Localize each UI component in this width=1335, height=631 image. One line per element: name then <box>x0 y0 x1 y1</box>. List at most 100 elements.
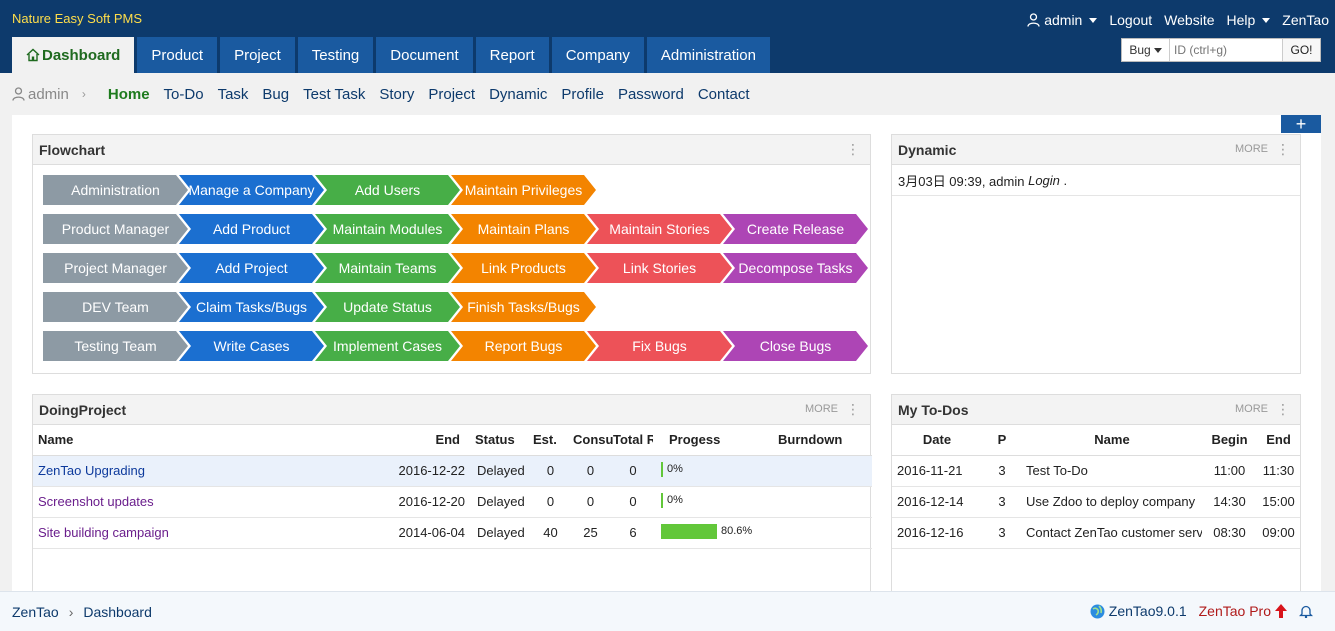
quick-search: Bug GO! <box>1121 38 1321 62</box>
flowchart-step[interactable]: Link Products <box>451 253 596 283</box>
more-link[interactable]: MORE <box>805 403 838 415</box>
tab-product[interactable]: Product <box>137 37 218 73</box>
col-name[interactable]: Name <box>33 425 393 456</box>
flowchart-step[interactable]: Close Bugs <box>723 331 868 361</box>
footer-crumb-current[interactable]: Dashboard <box>83 603 152 620</box>
dynamic-action[interactable]: Login <box>1028 172 1060 188</box>
col-consumed[interactable]: Consu <box>568 425 613 456</box>
flowchart-step[interactable]: Manage a Company <box>179 175 324 205</box>
project-name-link[interactable]: Screenshot updates <box>38 494 154 509</box>
logout-link[interactable]: Logout <box>1109 12 1153 28</box>
subnav-bug[interactable]: Bug <box>262 85 290 103</box>
subnav-task[interactable]: Task <box>217 85 249 103</box>
flowchart-step[interactable]: Link Stories <box>587 253 732 283</box>
version-link[interactable]: ZenTao9.0.1 <box>1090 603 1187 619</box>
flowchart-step[interactable]: Maintain Stories <box>587 214 732 244</box>
panel-menu-icon[interactable]: ⋮ <box>846 401 860 417</box>
bell-icon[interactable] <box>1299 604 1313 618</box>
flowchart-row: Testing Team Write Cases Implement Cases Re… <box>43 331 868 361</box>
flowchart-step[interactable]: Add Product <box>179 214 324 244</box>
subnav-contact[interactable]: Contact <box>697 85 750 103</box>
footer-right: ZenTao9.0.1 ZenTao Pro <box>1090 603 1313 619</box>
pro-link[interactable]: ZenTao Pro <box>1199 603 1287 619</box>
subnav-profile[interactable]: Profile <box>561 85 604 103</box>
tab-testing[interactable]: Testing <box>297 37 374 73</box>
todo-priority: 3 <box>982 455 1022 487</box>
flowchart-step[interactable]: Add Project <box>179 253 324 283</box>
flowchart-step[interactable]: Decompose Tasks <box>723 253 868 283</box>
flowchart-step[interactable]: Finish Tasks/Bugs <box>451 292 596 322</box>
todo-end: 09:00 <box>1257 517 1300 549</box>
col-est[interactable]: Est. <box>533 425 568 456</box>
website-link[interactable]: Website <box>1164 12 1215 28</box>
flowchart-step[interactable]: Claim Tasks/Bugs <box>179 292 324 322</box>
col-date[interactable]: Date <box>892 425 982 456</box>
flowchart-step[interactable]: Add Users <box>315 175 460 205</box>
subnav-home[interactable]: Home <box>107 85 150 103</box>
subnav-todo[interactable]: To-Do <box>163 85 204 103</box>
flowchart-step[interactable]: Maintain Privileges <box>451 175 596 205</box>
tab-project[interactable]: Project <box>220 37 295 73</box>
col-status[interactable]: Status <box>473 425 533 456</box>
col-priority[interactable]: P <box>982 425 1022 456</box>
table-header-row: Name End Status Est. Consu Total R Proge… <box>33 425 872 456</box>
col-end[interactable]: End <box>393 425 473 456</box>
breadcrumb-user[interactable]: admin <box>28 85 69 103</box>
search-go-button[interactable]: GO! <box>1282 39 1320 61</box>
flowchart-step[interactable]: Report Bugs <box>451 331 596 361</box>
subnav-project[interactable]: Project <box>428 85 476 103</box>
table-row: 2016-12-14 3 Use Zdoo to deploy company 14:… <box>892 486 1300 518</box>
flowchart-step[interactable]: Maintain Teams <box>315 253 460 283</box>
tab-administration[interactable]: Administration <box>646 37 770 73</box>
col-name[interactable]: Name <box>1022 425 1202 456</box>
flowchart-step[interactable]: Fix Bugs <box>587 331 732 361</box>
app-brand[interactable]: Nature Easy Soft PMS <box>12 11 143 26</box>
flowchart-panel: Flowchart ⋮ Administration Manage a Compa… <box>32 134 871 374</box>
flowchart-step[interactable]: Implement Cases <box>315 331 460 361</box>
project-name-link[interactable]: Site building campaign <box>38 525 169 540</box>
tab-document[interactable]: Document <box>376 37 473 73</box>
tab-dashboard[interactable]: Dashboard <box>12 37 135 73</box>
todo-name-link[interactable]: Test To-Do <box>1026 463 1088 478</box>
user-menu[interactable]: admin <box>1027 12 1098 28</box>
add-block-button[interactable]: + <box>1281 115 1321 133</box>
todo-name-link[interactable]: Use Zdoo to deploy company <box>1026 494 1196 509</box>
chevron-down-icon <box>1262 17 1271 23</box>
flowchart-row: Project Manager Add Project Maintain Teams… <box>43 253 868 283</box>
panel-menu-icon[interactable]: ⋮ <box>846 141 860 157</box>
flowchart-step[interactable]: Create Release <box>723 214 868 244</box>
flowchart-row: Administration Manage a Company Add Users M… <box>43 175 868 205</box>
zentao-link[interactable]: ZenTao <box>1282 12 1329 28</box>
flowchart-step[interactable]: Update Status <box>315 292 460 322</box>
search-id-input[interactable] <box>1170 39 1282 61</box>
help-menu[interactable]: Help <box>1227 12 1271 28</box>
top-right-menu: admin Logout Website Help ZenTao <box>1015 12 1329 28</box>
flowchart-step[interactable]: Maintain Plans <box>451 214 596 244</box>
col-left[interactable]: Total R <box>613 425 653 456</box>
dynamic-tail: . <box>1063 172 1068 188</box>
todo-begin: 11:00 <box>1202 455 1257 487</box>
globe-icon <box>1090 604 1105 618</box>
more-link[interactable]: MORE <box>1235 403 1268 415</box>
more-link[interactable]: MORE <box>1235 143 1268 155</box>
subnav-dynamic[interactable]: Dynamic <box>489 85 548 103</box>
flowchart-step[interactable]: Write Cases <box>179 331 324 361</box>
subnav-test-task[interactable]: Test Task <box>303 85 366 103</box>
subnav-story[interactable]: Story <box>379 85 415 103</box>
col-end[interactable]: End <box>1257 425 1300 456</box>
panel-menu-icon[interactable]: ⋮ <box>1276 141 1290 157</box>
tab-company[interactable]: Company <box>551 37 644 73</box>
tab-report[interactable]: Report <box>475 37 549 73</box>
flowchart-step[interactable]: Maintain Modules <box>315 214 460 244</box>
todo-name-link[interactable]: Contact ZenTao customer service <box>1026 525 1202 540</box>
col-begin[interactable]: Begin <box>1202 425 1257 456</box>
panel-menu-icon[interactable]: ⋮ <box>1276 401 1290 417</box>
col-progress[interactable]: Progess <box>653 425 773 456</box>
progress-label: 80.6% <box>721 525 753 537</box>
subnav-password[interactable]: Password <box>617 85 684 103</box>
panel-title: Dynamic <box>898 141 957 158</box>
project-name-link[interactable]: ZenTao Upgrading <box>38 463 145 478</box>
footer-crumb-home[interactable]: ZenTao <box>12 603 59 620</box>
flowchart-step: Product Manager <box>43 214 188 244</box>
search-type-select[interactable]: Bug <box>1122 39 1170 61</box>
